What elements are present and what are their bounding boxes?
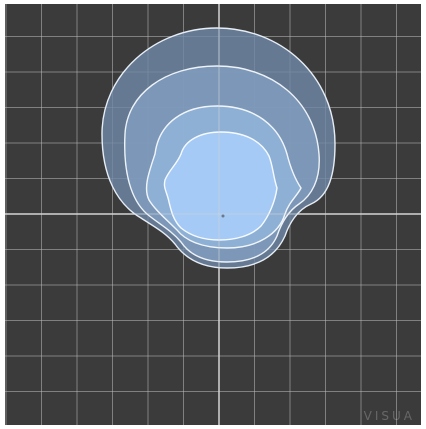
contour-level-4[interactable]: [163, 131, 278, 241]
center-axes-overlay: [5, 4, 421, 425]
plot-viewport[interactable]: VISUA: [5, 4, 421, 425]
contour-plot[interactable]: [5, 4, 421, 425]
origin-marker: [221, 214, 225, 218]
watermark-text: VISUA: [363, 409, 415, 423]
